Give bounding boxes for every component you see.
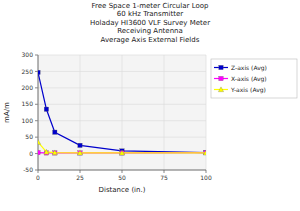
tick-mark [35, 104, 38, 105]
point [53, 130, 57, 134]
tick-label: 100 [200, 174, 212, 181]
point [120, 151, 124, 155]
tick-label: 50 [25, 133, 33, 140]
point [52, 150, 57, 155]
point [44, 107, 48, 111]
tick-label: 25 [76, 174, 84, 181]
tick-label: 150 [22, 100, 34, 107]
x-axis-line [38, 170, 206, 171]
title-line: Free Space 1-meter Circular Loop [92, 2, 209, 10]
point [38, 70, 40, 74]
legend-label: X-axis (Avg) [231, 75, 267, 83]
tick-mark [35, 153, 38, 154]
title-line: Holaday HI3600 VLF Survey Meter [90, 19, 210, 27]
legend-marker [219, 76, 223, 80]
title-line: Receiving Antenna [117, 27, 183, 35]
tick-label: 0 [36, 174, 40, 181]
point [38, 139, 41, 144]
legend: Z-axis (Avg) X-axis (Avg) Y-axis (Avg) [211, 59, 297, 98]
point [38, 150, 40, 154]
legend-marker [218, 87, 223, 92]
chart: Free Space 1-meter Circular Loop60 kHz T… [0, 0, 300, 211]
point [53, 151, 57, 155]
tick-mark [38, 170, 39, 173]
tick-label: 75 [160, 174, 168, 181]
title: Free Space 1-meter Circular Loop60 kHz T… [90, 2, 210, 44]
x-axis-label: Distance (in.) [99, 186, 146, 194]
point [44, 149, 49, 154]
point [77, 150, 82, 155]
tick-label: 0 [29, 150, 33, 157]
title-line: Average Axis External Fields [101, 36, 200, 44]
legend-frame [211, 59, 297, 98]
data-layer [38, 70, 206, 155]
legend-label: Y-axis (Avg) [230, 86, 266, 94]
tick-mark [164, 170, 165, 173]
title-line: 60 kHz Transmitter [117, 10, 183, 18]
point [78, 151, 82, 155]
grid-line [38, 170, 206, 171]
tick-mark [35, 170, 38, 171]
plot-area [38, 55, 206, 170]
tick-label: -50 [23, 166, 33, 173]
tick-mark [122, 170, 123, 173]
tick-mark [206, 170, 207, 173]
legend-marker [219, 65, 223, 69]
tick-mark [35, 120, 38, 121]
point [203, 150, 206, 155]
tick-mark [80, 170, 81, 173]
tick-mark [35, 87, 38, 88]
legend-label: Z-axis (Avg) [231, 64, 267, 72]
tick-label: 200 [22, 84, 34, 91]
series-line [38, 72, 206, 152]
y-axis-label: mA/m [3, 102, 11, 123]
tick-label: 300 [22, 51, 34, 58]
tick-mark [35, 71, 38, 72]
point [119, 150, 124, 155]
tick-label: 100 [22, 117, 34, 124]
tick-mark [35, 55, 38, 56]
point [78, 143, 82, 147]
tick-label: 250 [22, 68, 34, 75]
tick-label: 50 [118, 174, 126, 181]
tick-mark [35, 137, 38, 138]
